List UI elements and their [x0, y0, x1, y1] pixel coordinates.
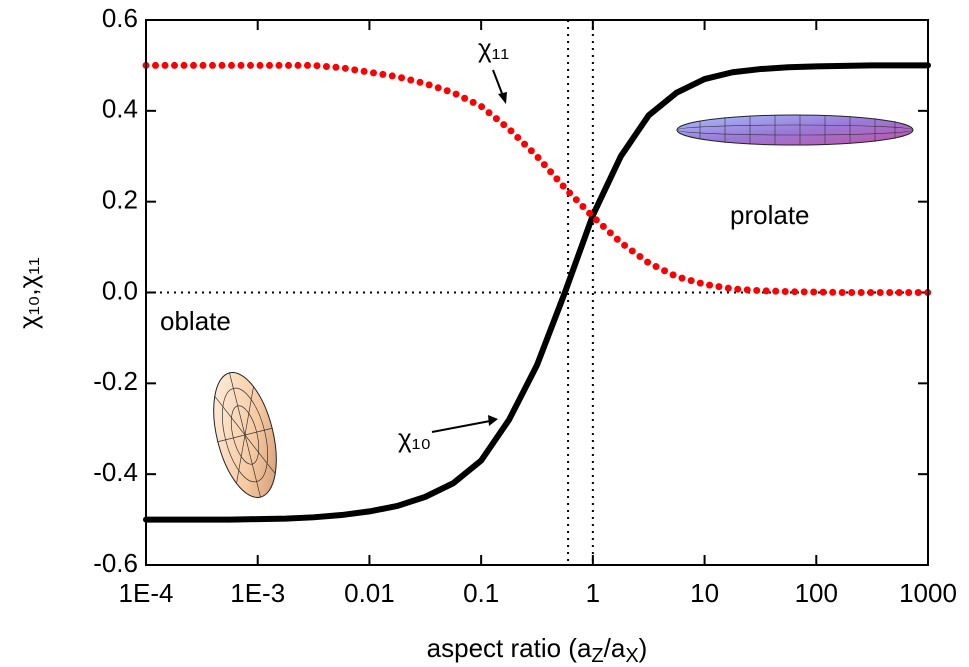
x-tick-label: 0.01 [344, 578, 395, 608]
x-tick-label: 100 [795, 578, 838, 608]
x-axis-title: aspect ratio (aZ/aX) [427, 633, 648, 667]
series-line [143, 62, 931, 523]
annotation: prolate [730, 200, 810, 230]
x-title-part: aspect ratio (a [427, 633, 592, 663]
y-axis-title: χ₁₀,χ₁₁ [13, 257, 43, 329]
annotation-arrow [431, 420, 491, 433]
x-tick-label: 1E-3 [230, 578, 285, 608]
arrowhead [498, 92, 507, 104]
y-tick-label: 0.4 [102, 94, 138, 124]
y-tick-label: 0.6 [102, 3, 138, 33]
y-tick-label: 0.2 [102, 185, 138, 215]
annotation: oblate [160, 306, 231, 336]
x-tick-label: 10 [690, 578, 719, 608]
arrowhead [488, 415, 498, 426]
x-tick-label: 1 [586, 578, 600, 608]
y-tick-label: -0.6 [93, 548, 138, 578]
series-line [142, 61, 932, 296]
x-tick-label: 1E-4 [119, 578, 174, 608]
annotation-arrow [492, 69, 504, 97]
y-tick-label: -0.4 [93, 457, 138, 487]
x-title-part: Z [591, 645, 603, 667]
y-tick-label: -0.2 [93, 366, 138, 396]
series-annotation: χ₁₁ [478, 33, 509, 63]
oblate-icon [213, 372, 277, 498]
x-title-part: ) [639, 633, 648, 663]
series-annotation: χ₁₀ [398, 423, 431, 453]
y-tick-label: 0.0 [102, 275, 138, 305]
x-title-part: /a [604, 633, 626, 663]
x-tick-label: 0.1 [463, 578, 499, 608]
prolate-icon [676, 114, 914, 146]
x-tick-label: 1000 [899, 578, 957, 608]
x-title-part: X [625, 645, 638, 667]
plot-frame [145, 19, 929, 566]
